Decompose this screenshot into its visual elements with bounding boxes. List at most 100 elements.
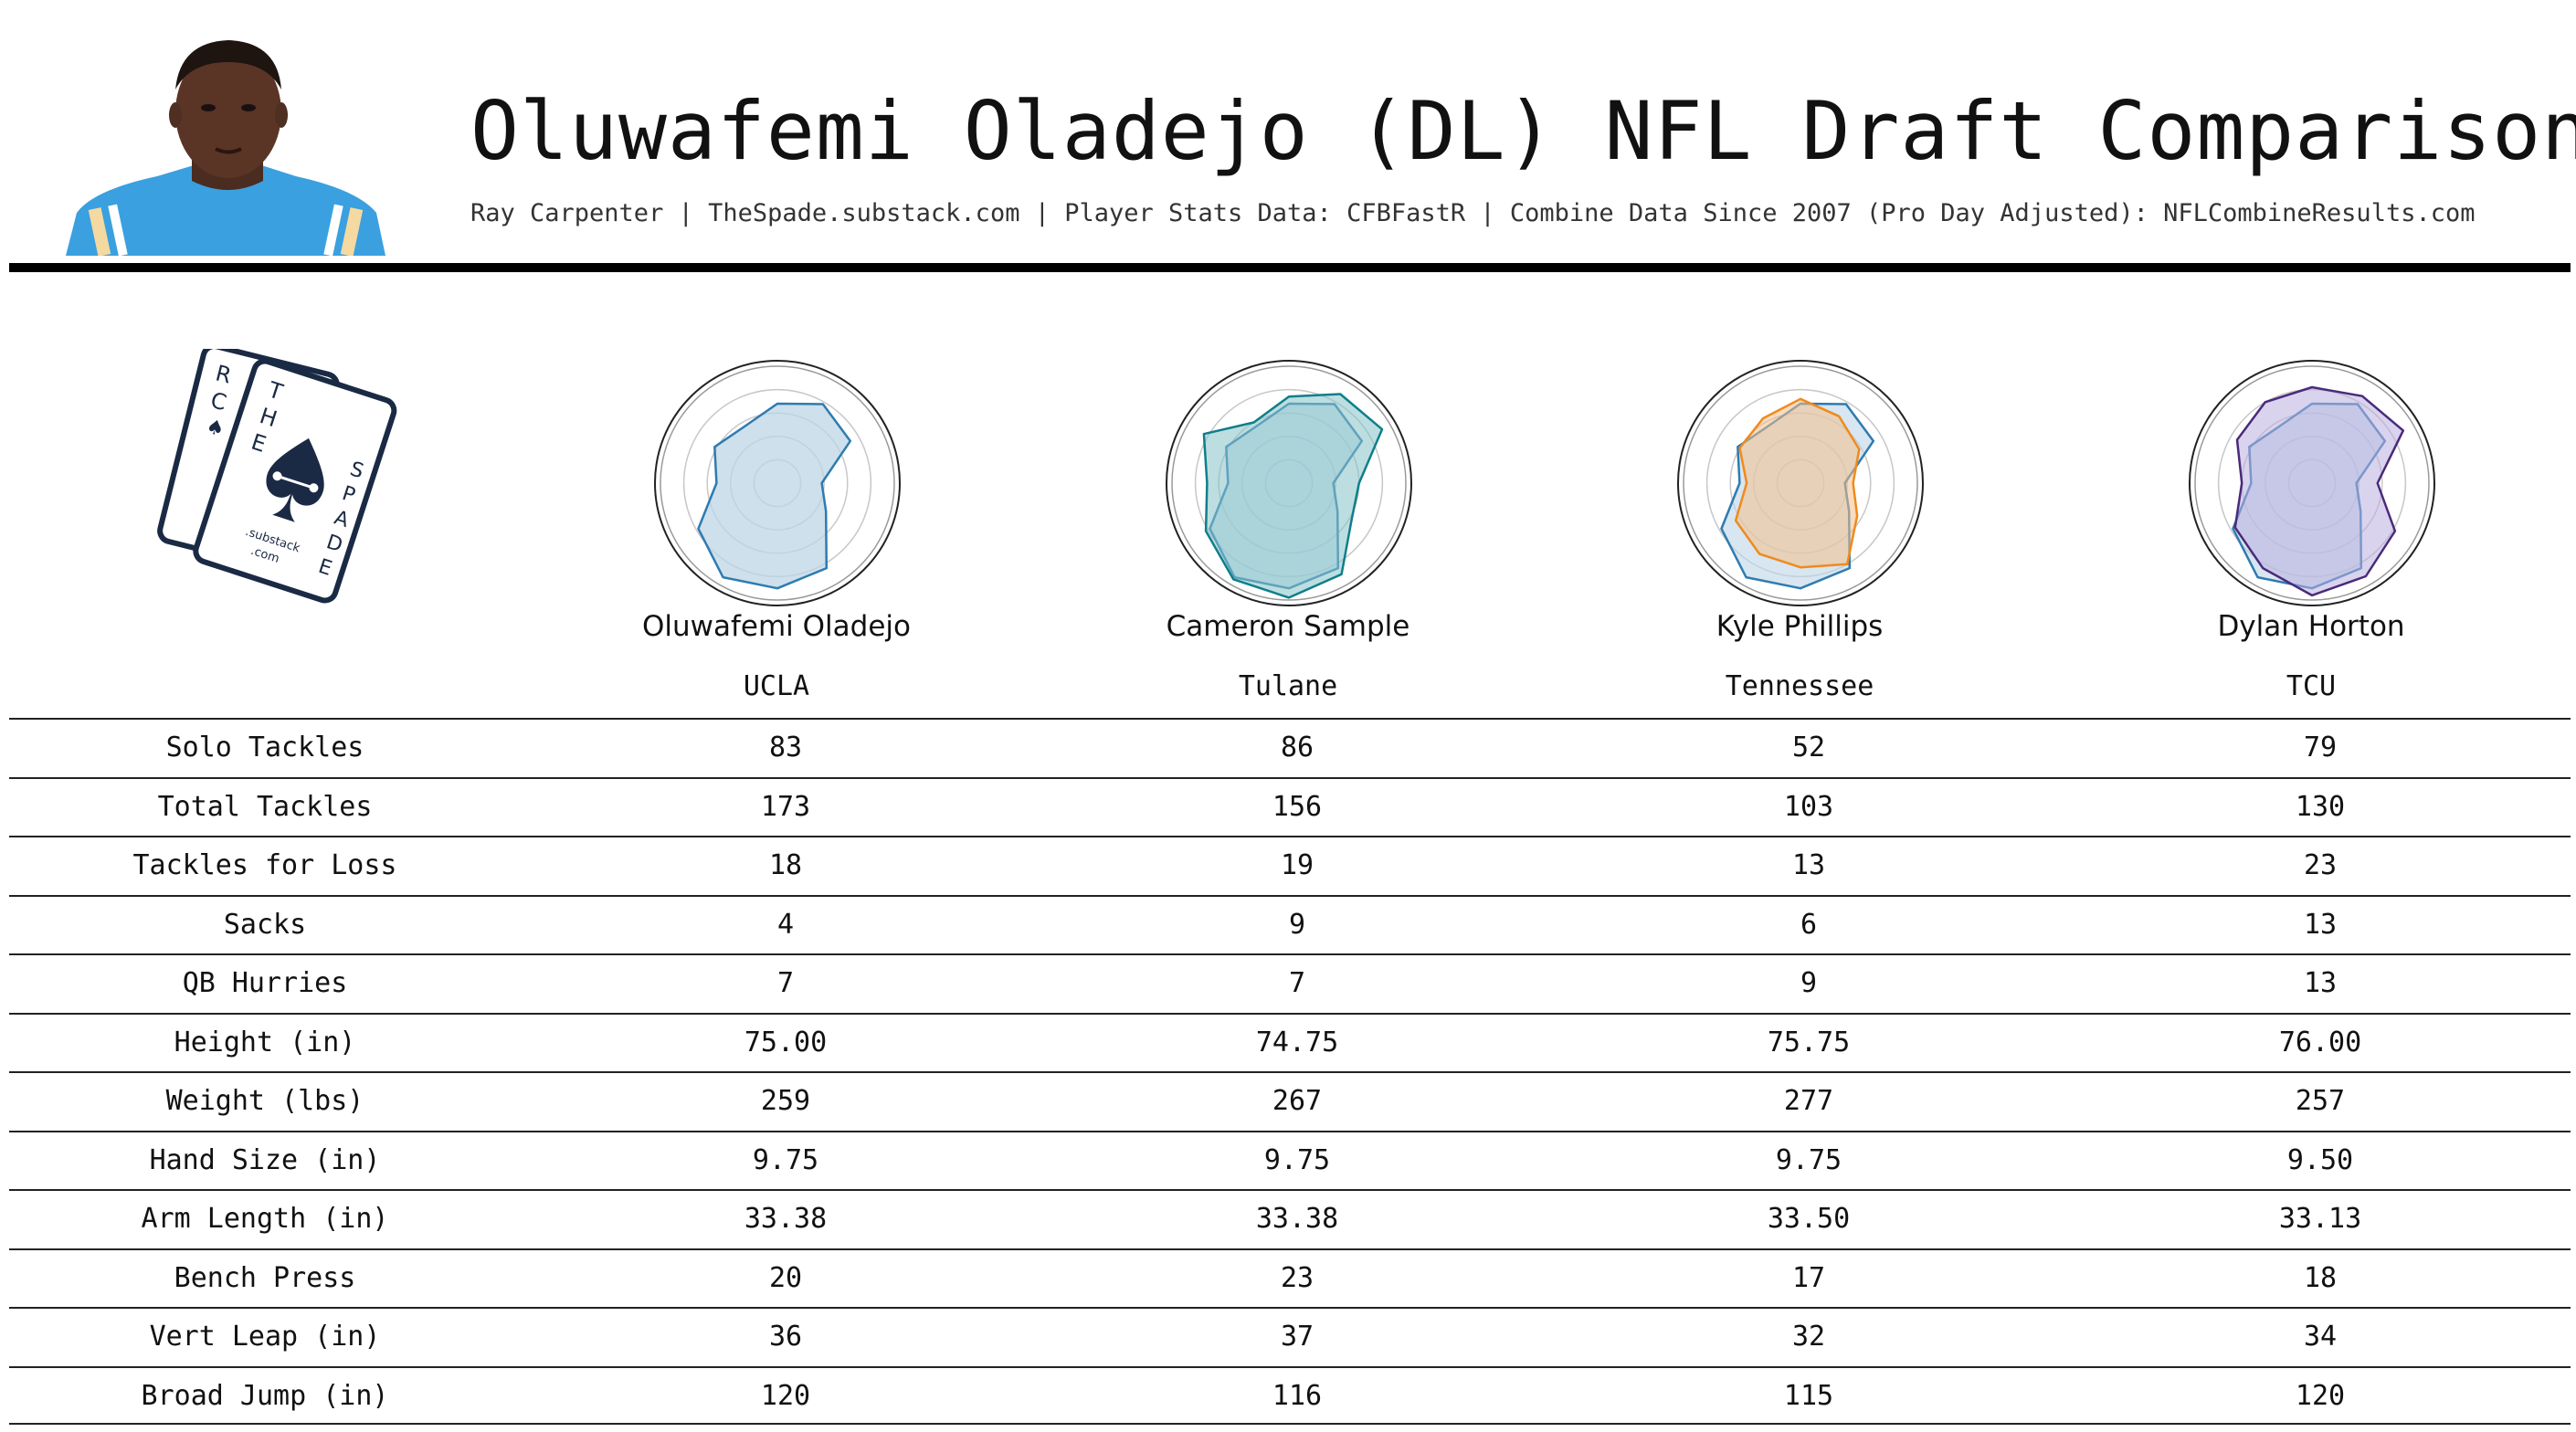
table-cell: 9.75 bbox=[752, 1143, 819, 1176]
logo-letter: D bbox=[323, 531, 345, 557]
header-divider bbox=[9, 263, 2571, 272]
row-label: Sacks bbox=[223, 908, 307, 941]
table-cell: 33.13 bbox=[2278, 1203, 2362, 1235]
row-label: Height (in) bbox=[174, 1026, 356, 1058]
table-cell: 9.75 bbox=[1263, 1143, 1331, 1176]
table-row: Vert Leap (in) 36 37 32 34 bbox=[9, 1307, 2571, 1366]
table-cell: 7 bbox=[776, 967, 795, 999]
table-cell: 76.00 bbox=[2278, 1026, 2362, 1058]
table-cell: 120 bbox=[2295, 1379, 2346, 1412]
table-cell: 86 bbox=[1280, 732, 1314, 763]
table-cell: 83 bbox=[768, 732, 803, 763]
table-row: Weight (lbs) 259 267 277 257 bbox=[9, 1071, 2571, 1131]
table-cell: 33.38 bbox=[1255, 1203, 1339, 1235]
player-school: TCU bbox=[2286, 670, 2337, 702]
table-cell: 257 bbox=[2295, 1085, 2346, 1117]
table-cell: 18 bbox=[2303, 1261, 2338, 1294]
row-label: Broad Jump (in) bbox=[141, 1379, 389, 1412]
the-spade-logo: R C ♠ T H E S P A D E .substack .com bbox=[157, 343, 404, 614]
table-row: Hand Size (in) 9.75 9.75 9.75 9.50 bbox=[9, 1130, 2571, 1190]
table-cell: 120 bbox=[760, 1379, 811, 1412]
table-cell: 23 bbox=[2303, 849, 2338, 881]
row-label: Solo Tackles bbox=[165, 732, 364, 763]
table-cell: 13 bbox=[2303, 908, 2338, 941]
table-cell: 19 bbox=[1280, 849, 1314, 881]
radar-series-dylan-horton bbox=[2233, 385, 2405, 597]
table-cell: 173 bbox=[760, 790, 811, 823]
row-label: Vert Leap (in) bbox=[149, 1321, 381, 1353]
table-cell: 74.75 bbox=[1255, 1026, 1339, 1058]
table-cell: 37 bbox=[1280, 1321, 1314, 1353]
table-cell: 13 bbox=[1791, 849, 1826, 881]
table-cell: 33.50 bbox=[1767, 1203, 1851, 1235]
row-label: Arm Length (in) bbox=[141, 1203, 389, 1235]
logo-letter: R bbox=[213, 360, 234, 388]
radar-grid-ring bbox=[660, 365, 895, 601]
page-subtitle: Ray Carpenter | TheSpade.substack.com | … bbox=[470, 199, 2476, 227]
table-cell: 32 bbox=[1791, 1321, 1826, 1353]
table-cell: 13 bbox=[2303, 967, 2338, 999]
table-cell: 116 bbox=[1272, 1379, 1323, 1412]
row-label: Bench Press bbox=[174, 1261, 356, 1294]
table-cell: 7 bbox=[1288, 967, 1306, 999]
table-cell: 9 bbox=[1288, 908, 1306, 941]
table-row: Solo Tackles 83 86 52 79 bbox=[9, 718, 2571, 777]
table-row: Height (in) 75.00 74.75 75.75 76.00 bbox=[9, 1012, 2571, 1072]
player-name: Kyle Phillips bbox=[1716, 610, 1884, 643]
row-label: Total Tackles bbox=[157, 790, 373, 823]
radar-chart-horton bbox=[2189, 360, 2435, 606]
table-cell: 52 bbox=[1791, 732, 1826, 763]
table-cell: 9.75 bbox=[1775, 1143, 1842, 1176]
logo-letter: C bbox=[208, 387, 229, 416]
table-row: Tackles for Loss 18 19 13 23 bbox=[9, 836, 2571, 895]
logo-front-card: T H E S P A D E .substack .com bbox=[193, 358, 397, 604]
table-cell: 9 bbox=[1800, 967, 1818, 999]
table-cell: 79 bbox=[2303, 732, 2338, 763]
table-cell: 156 bbox=[1272, 790, 1323, 823]
row-label: Hand Size (in) bbox=[149, 1143, 381, 1176]
radar-grid-ring bbox=[1683, 365, 1918, 601]
radar-chart-phillips bbox=[1677, 360, 1924, 606]
table-row: Arm Length (in) 33.38 33.38 33.50 33.13 bbox=[9, 1189, 2571, 1248]
player-name: Oluwafemi Oladejo bbox=[641, 610, 911, 643]
table-row: Sacks 4 9 6 13 bbox=[9, 894, 2571, 954]
table-row: QB Hurries 7 7 9 13 bbox=[9, 953, 2571, 1013]
table-cell: 6 bbox=[1800, 908, 1818, 941]
player-school: Tulane bbox=[1238, 670, 1338, 702]
radar-chart-oladejo bbox=[654, 360, 901, 606]
player-photo-image bbox=[66, 40, 385, 256]
table-cell: 20 bbox=[768, 1261, 803, 1294]
table-row: Bench Press 20 23 17 18 bbox=[9, 1248, 2571, 1308]
table-cell: 103 bbox=[1783, 790, 1834, 823]
table-cell: 17 bbox=[1791, 1261, 1826, 1294]
row-label: Tackles for Loss bbox=[132, 849, 397, 881]
table-row: Total Tackles 173 156 103 130 bbox=[9, 776, 2571, 837]
table-cell: 36 bbox=[768, 1321, 803, 1353]
player-name: Cameron Sample bbox=[1166, 610, 1410, 643]
player-school: Tennessee bbox=[1725, 670, 1874, 702]
stats-table: Solo Tackles 83 86 52 79 Total Tackles 1… bbox=[9, 718, 2571, 1425]
row-label: QB Hurries bbox=[182, 967, 348, 999]
radar-grid-ring bbox=[2194, 365, 2430, 601]
radar-chart-sample bbox=[1166, 360, 1412, 606]
table-row: Broad Jump (in) 120 116 115 120 bbox=[9, 1365, 2571, 1425]
table-cell: 75.75 bbox=[1767, 1026, 1851, 1058]
page-title: Oluwafemi Oladejo (DL) NFL Draft Compari… bbox=[470, 84, 2576, 178]
table-cell: 130 bbox=[2295, 790, 2346, 823]
radar-grid-ring bbox=[1171, 365, 1407, 601]
player-school: UCLA bbox=[743, 670, 810, 702]
table-cell: 23 bbox=[1280, 1261, 1314, 1294]
table-cell: 259 bbox=[760, 1085, 811, 1117]
player-name: Dylan Horton bbox=[2217, 610, 2405, 643]
logo-letter: A bbox=[332, 507, 352, 532]
table-cell: 75.00 bbox=[744, 1026, 828, 1058]
radar-series-cameron-sample bbox=[1202, 393, 1384, 599]
table-cell: 33.38 bbox=[744, 1203, 828, 1235]
logo-spade-icon bbox=[266, 437, 324, 522]
table-cell: 9.50 bbox=[2286, 1143, 2354, 1176]
radar-series-oluwafemi-oladejo bbox=[697, 402, 852, 590]
radar-series-kyle-phillips bbox=[1734, 397, 1861, 569]
table-cell: 18 bbox=[768, 849, 803, 881]
table-cell: 34 bbox=[2303, 1321, 2338, 1353]
table-cell: 267 bbox=[1272, 1085, 1323, 1117]
